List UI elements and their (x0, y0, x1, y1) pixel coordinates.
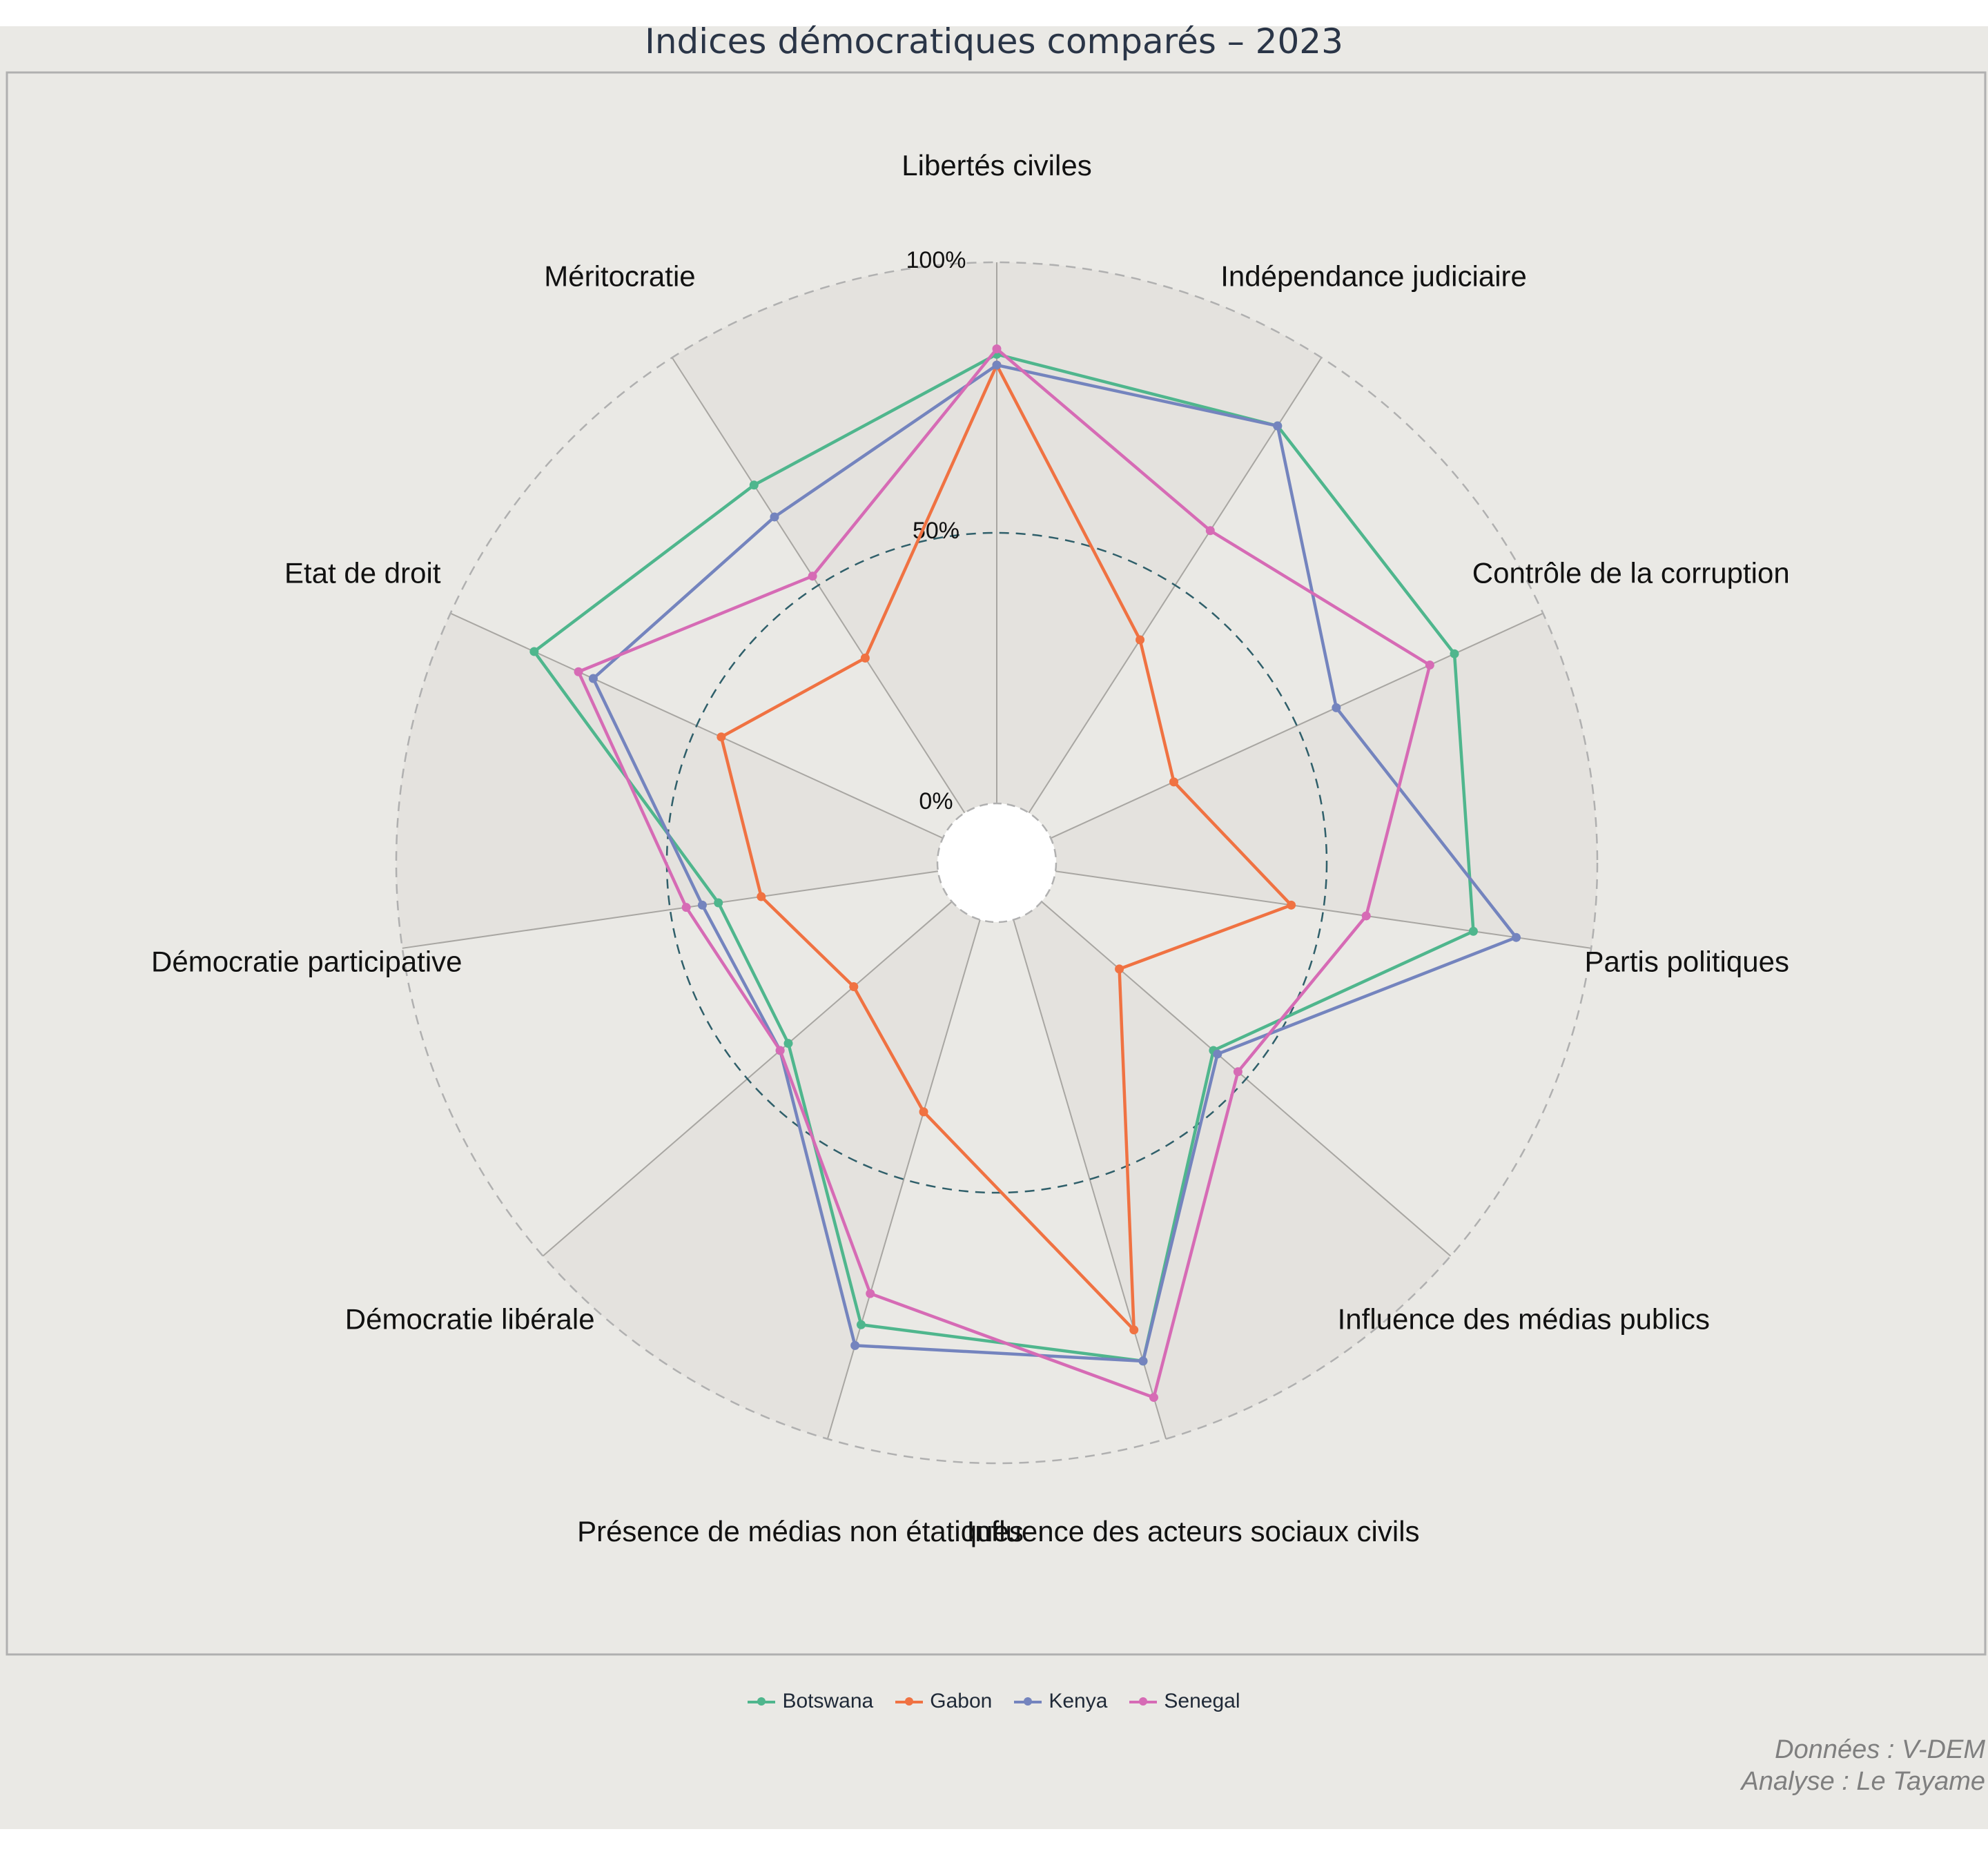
axis-label: Libertés civiles (902, 149, 1091, 182)
axis-label: Démocratie libérale (345, 1302, 595, 1335)
legend-label: Gabon (930, 1690, 993, 1712)
sector-band (1041, 871, 1592, 1256)
data-point (1425, 660, 1434, 670)
legend-item[interactable]: Senegal (1129, 1690, 1240, 1713)
credits-source: Données : V-DEM (1775, 1735, 1985, 1764)
data-point (775, 1046, 785, 1055)
data-point (860, 653, 870, 663)
data-point (529, 647, 539, 656)
data-point (866, 1289, 875, 1298)
axis-label: Influence des médias publics (1338, 1302, 1710, 1335)
data-point (992, 360, 1002, 370)
axis-label: Démocratie participative (151, 946, 462, 978)
data-point (588, 674, 598, 683)
data-point (1287, 900, 1296, 910)
data-point (1468, 926, 1478, 936)
axis-spoke (1050, 612, 1543, 839)
data-point (1273, 421, 1283, 431)
data-point (1149, 1393, 1158, 1403)
sector-band (396, 613, 943, 948)
legend-marker-icon (895, 1697, 924, 1706)
sector-band (543, 901, 980, 1439)
axis-spoke (826, 919, 981, 1440)
chart-title: Indices démocratiques comparés – 2023 (645, 21, 1343, 61)
data-point (919, 1107, 928, 1117)
radial-tick-label: 0% (919, 788, 953, 814)
sector-band (402, 871, 953, 1256)
legend-label: Kenya (1049, 1690, 1108, 1712)
data-point (849, 982, 859, 992)
legend-item[interactable]: Botswana (748, 1690, 873, 1713)
data-point (714, 898, 723, 908)
legend-marker-icon (748, 1697, 776, 1706)
series-line (576, 347, 1432, 1399)
legend-label: Senegal (1164, 1690, 1240, 1712)
sector-band (827, 919, 1167, 1463)
data-point (1205, 526, 1215, 536)
legend-label: Botswana (782, 1690, 874, 1712)
data-point (1361, 911, 1371, 921)
data-point (856, 1320, 866, 1329)
data-point (574, 667, 583, 676)
legend: Botswana Gabon Kenya Senegal (0, 1690, 1988, 1713)
data-point (681, 903, 691, 912)
axis-spoke (1013, 919, 1167, 1440)
data-point (697, 900, 707, 910)
data-point (717, 732, 726, 742)
data-point (1136, 635, 1145, 645)
axis-label: Indépendance judiciaire (1220, 260, 1527, 292)
data-point (1512, 932, 1521, 942)
legend-item[interactable]: Gabon (895, 1690, 992, 1713)
data-point (1115, 964, 1124, 974)
data-point (1169, 777, 1179, 787)
legend-marker-icon (1129, 1697, 1158, 1706)
sector-band (997, 262, 1322, 813)
axis-label: Contrôle de la corruption (1472, 556, 1790, 589)
radial-tick-label: 50% (913, 518, 959, 544)
axis-label: Présence de médias non étatiques (577, 1515, 1024, 1547)
credits-analysis: Analyse : Le Tayame (1741, 1767, 1985, 1796)
axis-spoke (1055, 870, 1592, 949)
data-point (1233, 1067, 1242, 1077)
radial-tick-label: 100% (906, 247, 966, 273)
axis-label: Influence des acteurs sociaux civils (967, 1515, 1420, 1547)
sector-band (672, 262, 997, 813)
inner-ring (936, 802, 1058, 924)
series-line (719, 363, 1293, 1332)
legend-item[interactable]: Kenya (1014, 1690, 1107, 1713)
legend-marker-icon (1014, 1697, 1042, 1706)
data-point (1129, 1325, 1139, 1335)
credits: Données : V-DEM Analyse : Le Tayame (1742, 1734, 1985, 1797)
data-point (749, 480, 759, 490)
data-point (808, 572, 817, 581)
axis-label: Partis politiques (1584, 946, 1789, 978)
axis-spoke (402, 870, 939, 949)
data-point (1213, 1049, 1222, 1059)
data-point (757, 892, 766, 901)
series-senegal (574, 344, 1434, 1403)
axis-label: Etat de droit (284, 556, 441, 589)
sector-band (450, 358, 965, 839)
data-point (770, 512, 779, 522)
data-point (850, 1340, 860, 1350)
data-point (1138, 1356, 1148, 1366)
outer-ring (395, 261, 1599, 1465)
axis-label: Méritocratie (544, 260, 695, 292)
data-point (992, 344, 1002, 353)
data-point (783, 1039, 793, 1048)
data-point (1450, 649, 1459, 658)
data-point (1332, 703, 1341, 712)
series-line (592, 363, 1518, 1363)
